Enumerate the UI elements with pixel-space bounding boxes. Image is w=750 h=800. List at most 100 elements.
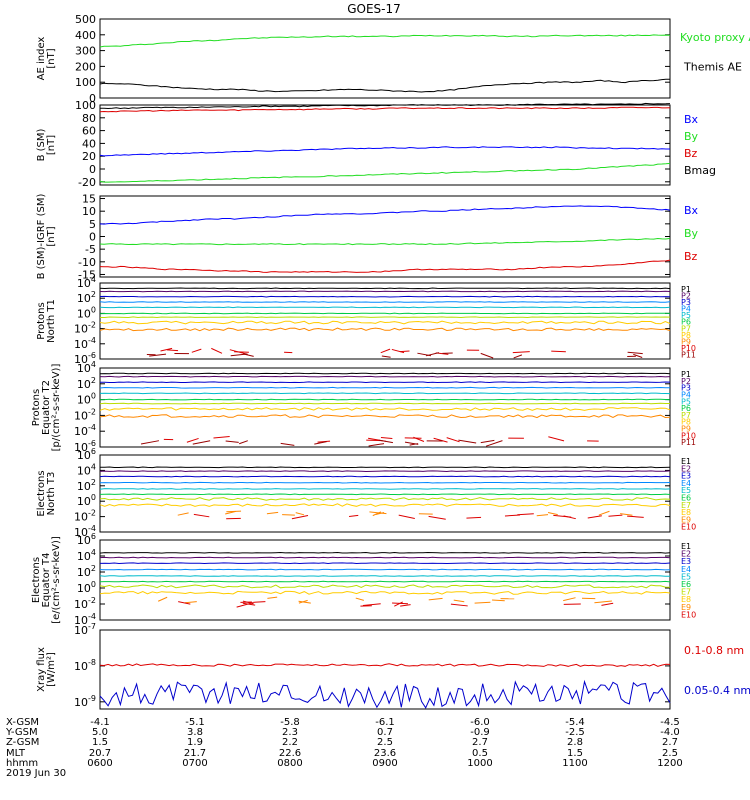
series-line xyxy=(99,488,671,490)
series-segment xyxy=(280,442,295,446)
y-tick-label: 300 xyxy=(75,45,96,58)
y-tick-label: 106 xyxy=(77,532,96,547)
tick-exponent: -7 xyxy=(88,622,96,631)
tick-base: 10 xyxy=(77,307,91,320)
tick-base: 10 xyxy=(77,495,91,508)
series-line xyxy=(99,414,671,419)
series-segment xyxy=(633,353,643,358)
tick-base: 10 xyxy=(74,624,88,637)
tick-base: 10 xyxy=(77,394,91,407)
tick-exponent: -4 xyxy=(88,336,96,345)
legend-entry: E1 xyxy=(681,542,691,551)
legend-entry: E4 xyxy=(681,479,691,488)
footer-row-label: MLT xyxy=(6,748,26,759)
footer-value: 0900 xyxy=(372,758,397,769)
y-tick-label: 106 xyxy=(77,447,96,462)
series-segment xyxy=(587,515,602,519)
tick-exponent: 0 xyxy=(91,305,96,314)
footer-value: 0.5 xyxy=(472,748,488,759)
legend-entry: E8 xyxy=(681,595,691,604)
y-tick-label: 102 xyxy=(77,564,96,579)
tick-base: 10 xyxy=(77,378,91,391)
series-line xyxy=(99,290,671,293)
series-segment xyxy=(177,512,189,516)
tick-base: 10 xyxy=(77,362,91,375)
series-line xyxy=(99,320,671,325)
series-segment xyxy=(317,440,331,443)
y-tick-label: 10-2 xyxy=(74,509,96,524)
series-line xyxy=(99,78,670,93)
tick-exponent: 0 xyxy=(91,493,96,502)
y-tick-label: 10-7 xyxy=(74,622,96,637)
y-axis-label: Equator T2 xyxy=(41,380,52,435)
tick-exponent: 6 xyxy=(91,447,96,456)
series-line xyxy=(99,306,671,309)
y-tick-label: 200 xyxy=(75,60,96,73)
legend-entry: P5 xyxy=(681,311,691,320)
y-axis-label: AE index xyxy=(36,37,47,81)
series-line xyxy=(99,568,671,571)
legend-entry: P6 xyxy=(681,404,691,413)
tick-exponent: -2 xyxy=(88,596,96,605)
legend-entry: Bx xyxy=(684,204,699,217)
y-axis-label: Equator T4 xyxy=(41,553,52,608)
series-segment xyxy=(446,437,460,443)
y-tick-label: 100 xyxy=(77,580,96,595)
tick-exponent: 2 xyxy=(91,376,96,385)
y-tick-label: 10-4 xyxy=(74,336,96,351)
series-segment xyxy=(213,435,230,439)
series-segment xyxy=(226,510,242,513)
series-line xyxy=(99,679,671,709)
tick-exponent: -4 xyxy=(88,524,96,533)
footer-value: 0600 xyxy=(87,758,112,769)
footer-value: -4.0 xyxy=(660,727,680,738)
tick-exponent: -4 xyxy=(88,612,96,621)
figure-title: GOES-17 xyxy=(347,2,401,16)
series-line xyxy=(99,470,671,473)
y-tick-label: 60 xyxy=(82,125,96,138)
series-segment xyxy=(149,353,167,357)
series-segment xyxy=(298,600,311,604)
footer-value: 1100 xyxy=(562,758,587,769)
y-tick-label: 0 xyxy=(89,92,96,105)
panel-frame xyxy=(99,282,671,360)
legend-entry: P3 xyxy=(681,298,691,307)
footer-row-label: 2019 Jun 30 xyxy=(6,768,66,779)
y-tick-label: 100 xyxy=(75,99,96,112)
series-segment xyxy=(553,514,572,518)
series-segment xyxy=(627,351,643,355)
y-tick-label: 102 xyxy=(77,290,96,305)
series-segment xyxy=(425,352,440,357)
legend-entry: 0.05-0.4 nm xyxy=(684,684,750,697)
series-segment xyxy=(404,441,419,445)
series-line xyxy=(99,259,671,273)
series-segment xyxy=(291,514,309,520)
series-line xyxy=(99,503,671,507)
legend-entry: P8 xyxy=(681,331,691,340)
series-segment xyxy=(450,603,468,607)
legend-entry: 0.1-0.8 nm xyxy=(684,644,744,657)
y-axis-label: Protons xyxy=(31,389,42,426)
series-line xyxy=(99,497,671,501)
series-segment xyxy=(474,601,491,604)
series-line xyxy=(99,466,671,469)
tick-base: 10 xyxy=(77,449,91,462)
legend-entry: P1 xyxy=(681,285,691,294)
series-segment xyxy=(230,353,248,357)
series-line xyxy=(99,162,671,183)
legend-entry: P11 xyxy=(681,438,696,447)
panel-frame xyxy=(99,629,671,710)
y-tick-label: 10-2 xyxy=(74,407,96,422)
y-tick-label: 10-6 xyxy=(74,439,96,454)
footer-value: 2.5 xyxy=(662,748,678,759)
series-segment xyxy=(355,597,364,601)
series-segment xyxy=(378,439,394,444)
tick-base: 10 xyxy=(77,464,91,477)
series-line xyxy=(99,372,671,375)
panel-1: 500 400 300 200 100 0 AE index [nT] Kyoto proxy … xyxy=(36,13,750,105)
footer-value: -6.0 xyxy=(470,717,490,728)
footer-value: 0.7 xyxy=(377,727,393,738)
series-segment xyxy=(433,437,448,443)
series-segment xyxy=(594,600,612,604)
